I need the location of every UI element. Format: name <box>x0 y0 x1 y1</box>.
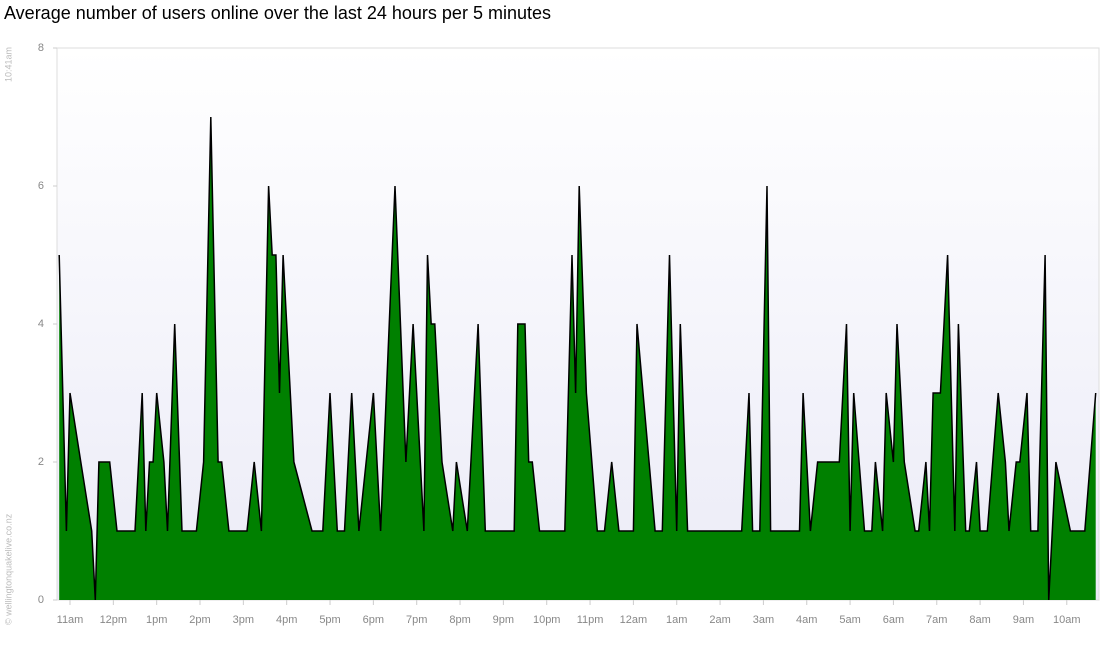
x-tick-label: 11am <box>57 614 84 626</box>
x-tick-label: 5am <box>839 614 860 626</box>
x-tick-label: 8pm <box>449 614 470 626</box>
credit: © wellingtonquakelive.co.nz <box>3 513 13 625</box>
x-tick-label: 3pm <box>233 614 254 626</box>
x-tick-label: 8am <box>969 614 990 626</box>
y-tick-label: 6 <box>38 180 44 192</box>
x-tick-label: 1pm <box>146 614 167 626</box>
area <box>59 117 1096 600</box>
x-tick-label: 2pm <box>189 614 210 626</box>
x-tick-label: 1am <box>666 614 687 626</box>
x-tick-label: 3am <box>753 614 774 626</box>
x-tick-label: 11pm <box>577 614 604 626</box>
x-tick-label: 5pm <box>319 614 340 626</box>
y-tick-label: 0 <box>38 594 44 606</box>
x-tick-label: 9pm <box>493 614 514 626</box>
x-tick-label: 4pm <box>276 614 297 626</box>
x-tick-label: 2am <box>709 614 730 626</box>
x-tick-label: 10am <box>1053 614 1081 626</box>
x-tick-label: 12am <box>620 614 648 626</box>
y-tick-label: 8 <box>38 42 44 54</box>
x-tick-label: 10pm <box>533 614 561 626</box>
x-tick-label: 7am <box>926 614 947 626</box>
timestamp: 10:41am <box>3 47 13 82</box>
line <box>58 116 1097 601</box>
y-tick-label: 4 <box>38 318 44 330</box>
x-tick-label: 6am <box>883 614 904 626</box>
chart-title: Average number of users online over the … <box>4 3 551 23</box>
x-tick-label: 7pm <box>406 614 427 626</box>
y-tick-label: 2 <box>38 456 44 468</box>
x-tick-label: 9am <box>1013 614 1034 626</box>
x-tick-label: 4am <box>796 614 817 626</box>
x-tick-label: 12pm <box>100 614 128 626</box>
x-tick-label: 6pm <box>363 614 384 626</box>
